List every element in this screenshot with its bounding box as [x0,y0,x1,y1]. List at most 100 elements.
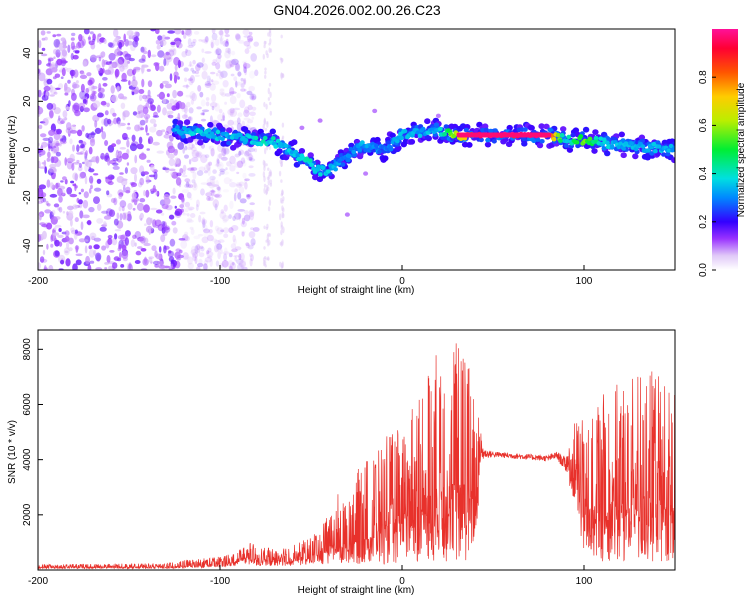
spectrogram-noise-cell [95,252,102,262]
spectrogram-noise-cell [38,124,43,130]
spectrogram-noise-cell [82,199,89,209]
spectrogram-noise-cell [118,244,122,250]
spectrogram-noise-cell [90,54,97,63]
spectrogram-noise-cell [269,38,272,44]
spectrogram-noise-cell [196,199,200,208]
spectrogram-ridge-cell [395,145,402,152]
spectrogram-noise-cell [157,35,163,41]
spectrogram-noise-cell [116,176,125,183]
spectrogram-noise-cell [191,92,197,102]
spectrogram-noise-cell [160,234,166,243]
spectrogram-noise-cell [280,193,283,197]
spectrogram-noise-cell [69,130,78,134]
spectrogram-noise-cell [96,218,104,224]
spectrogram-noise-cell [72,263,78,270]
spectrogram-noise-cell [265,103,268,110]
spectrogram-noise-cell [52,144,60,154]
spectrogram-noise-cell [214,244,219,253]
spectrogram-noise-cell [88,206,95,213]
spectrogram-noise-cell [89,93,97,102]
spectrogram-noise-cell [232,261,235,266]
spectrogram-noise-cell [199,91,204,98]
spectrogram-ridge-cell [538,123,545,130]
spectrogram-noise-cell [201,48,205,53]
spectrogram-ridge-cell [451,123,459,130]
spectrogram-noise-cell [191,149,200,158]
spectrogram-noise-cell [104,267,108,270]
spectrogram-noise-cell [141,64,149,68]
spectrogram-noise-cell [78,238,86,243]
spectrogram-noise-cell [149,188,158,193]
spectrogram-noise-cell [203,170,208,174]
spectrogram-noise-cell [198,252,205,258]
spectrogram-noise-cell [152,260,161,265]
spectrogram-noise-cell [200,112,205,116]
spectrogram-noise-cell [207,247,212,253]
spectrogram-ridge-cell [309,162,314,167]
spectrogram-noise-cell [244,182,248,190]
y-tick-label: -20 [22,190,33,205]
spectrogram-noise-cell [64,178,68,185]
spectrogram-noise-cell [222,40,229,47]
spectrogram-noise-cell [184,145,188,151]
spectrogram-noise-cell [267,232,270,237]
spectrogram-noise-cell [38,166,47,169]
snr-x-label: Height of straight line (km) [298,585,415,596]
spectrogram-noise-cell [130,239,136,248]
spectrogram-noise-cell [235,62,240,71]
spectrogram-noise-cell [177,76,180,80]
spectrogram-noise-cell [209,179,215,185]
spectrogram-noise-cell [40,30,46,36]
spectrogram-ridge-cell [665,151,671,157]
spectrogram-noise-cell [150,207,158,211]
spectrogram-noise-cell [268,199,272,207]
spectrogram-noise-cell [63,247,70,256]
spectrogram-ridge-cell [555,132,561,138]
spectrogram-noise-cell [38,106,44,115]
spectrogram-ridge-cell [551,137,557,142]
spectrogram-noise-cell [111,61,118,68]
spectrogram-noise-cell [219,88,225,96]
spectrogram-noise-cell [93,244,100,250]
spectrogram-noise-cell [53,203,60,208]
spectrogram-noise-cell [71,32,76,37]
spectrogram-noise-cell [207,167,211,176]
spectrogram-noise-cell [164,83,172,89]
spectrogram-data [38,29,675,270]
spectrogram-ridge-cell [206,128,212,133]
spectrogram-noise-cell [181,30,185,35]
spectrogram-noise-cell [133,68,137,74]
spectrogram-noise-cell [73,102,80,112]
spectrogram-noise-cell [240,88,246,92]
spectrogram-noise-cell [217,144,224,153]
spectrogram-noise-cell [91,85,98,90]
spectrogram-noise-cell [55,182,59,189]
spectrogram-ridge-cell [601,146,607,151]
spectrogram-noise-cell [281,122,285,128]
spectrogram-noise-cell [114,48,121,57]
spectrogram-noise-cell [220,209,224,214]
spectrogram-noise-cell [58,241,63,247]
spectrogram-noise-cell [57,188,63,197]
spectrogram-noise-cell [76,144,80,152]
spectrogram-noise-cell [146,217,152,226]
spectrogram-noise-cell [130,167,138,175]
spectrogram-noise-cell [52,34,57,38]
spectrogram-noise-cell [79,70,85,75]
spectrogram-ridge-cell [226,127,233,134]
spectrogram-noise-cell [238,40,245,44]
spectrogram-noise-cell [82,60,88,67]
spectrogram-noise-cell [223,204,228,212]
spectrogram-noise-cell [166,93,170,98]
spectrogram-noise-cell [251,93,255,100]
spectrogram-ridge-cell [251,132,257,137]
spectrogram-noise-cell [167,153,175,159]
spectrogram-noise-cell [178,238,186,241]
spectrogram-noise-cell [243,35,251,38]
spectrogram-noise-cell [264,147,267,155]
spectrogram-noise-cell [140,127,144,131]
spectrogram-noise-cell [249,111,256,117]
spectrogram-noise-cell [166,110,174,115]
spectrogram-noise-cell [182,252,189,260]
spectrogram-noise-cell [131,134,136,142]
